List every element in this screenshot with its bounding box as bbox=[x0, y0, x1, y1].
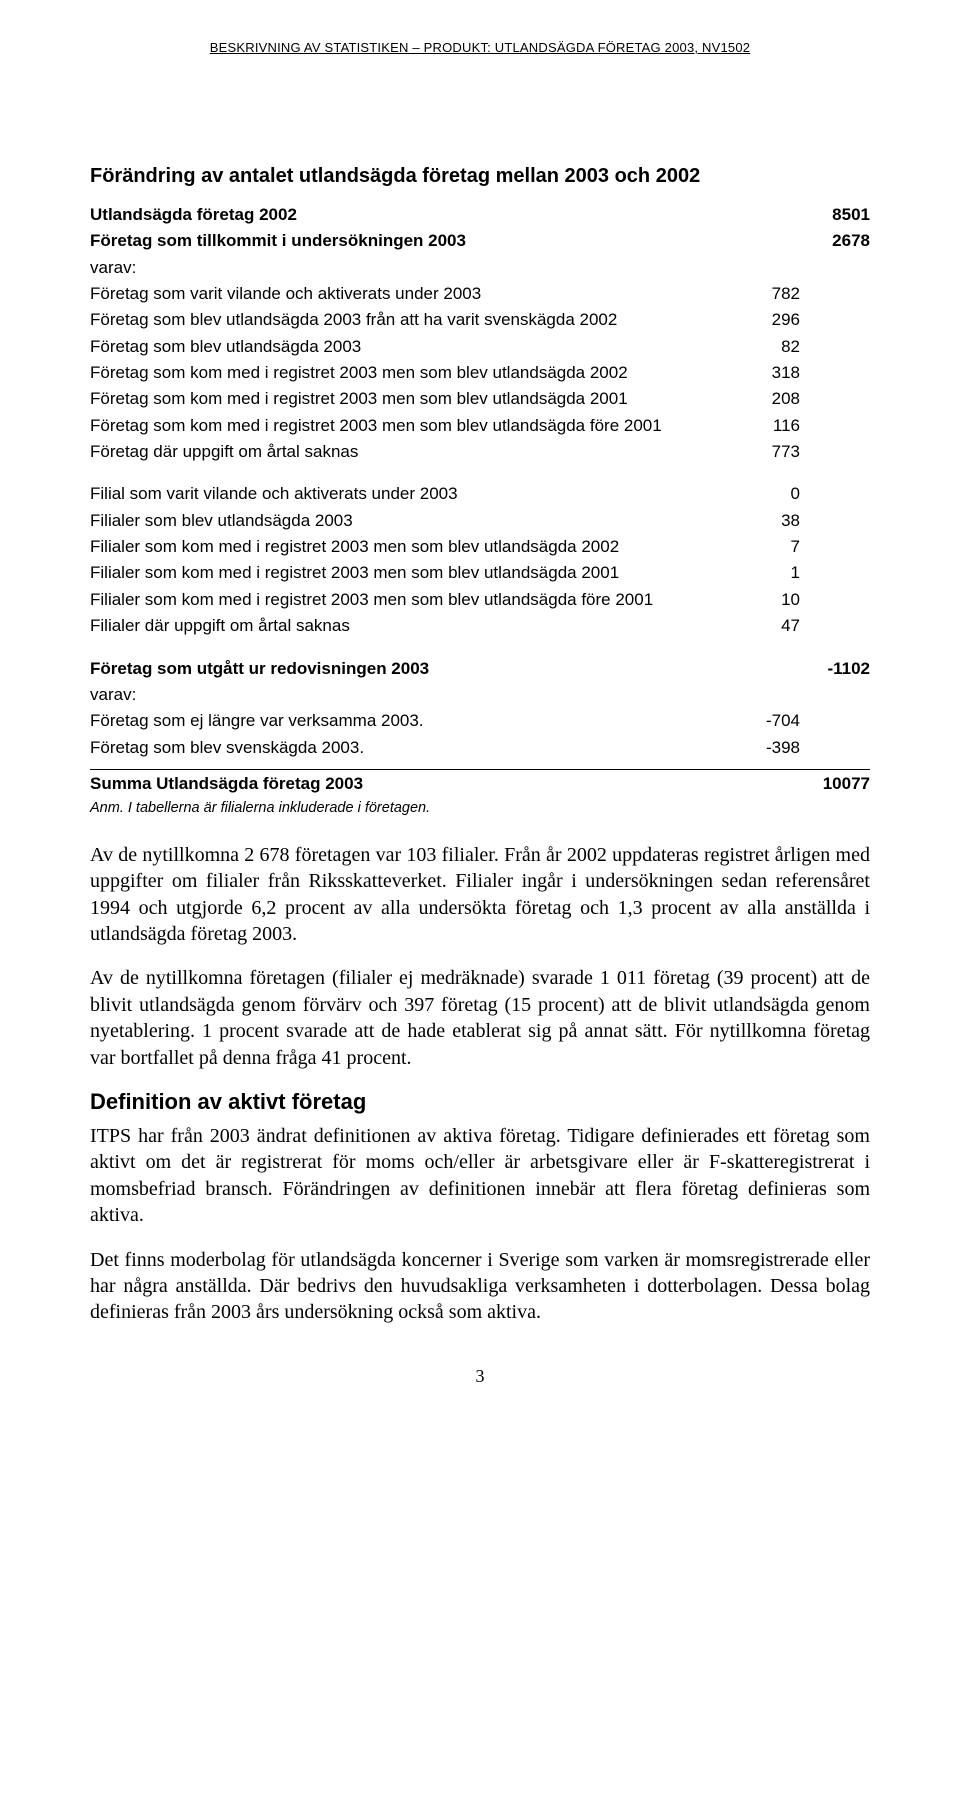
table-row: Filialer som kom med i registret 2003 me… bbox=[90, 534, 870, 560]
row-value-1: 296 bbox=[730, 307, 800, 333]
row-label: Företag som kom med i registret 2003 men… bbox=[90, 386, 730, 412]
table-row: Företag som blev utlandsägda 2003 från a… bbox=[90, 307, 870, 333]
row-value-2: 8501 bbox=[800, 202, 870, 228]
paragraph-4: Det finns moderbolag för utlandsägda kon… bbox=[90, 1247, 870, 1326]
table-section-filial: Filial som varit vilande och aktiverats … bbox=[90, 481, 870, 639]
row-value-1: -704 bbox=[730, 708, 800, 734]
table-section-utgatt: Företag som utgått ur redovisningen 2003… bbox=[90, 656, 870, 761]
row-value-2: 2678 bbox=[800, 228, 870, 254]
row-value-1: -398 bbox=[730, 735, 800, 761]
definition-heading: Definition av aktivt företag bbox=[90, 1089, 870, 1115]
row-label: Filial som varit vilande och aktiverats … bbox=[90, 481, 730, 507]
page-number: 3 bbox=[90, 1366, 870, 1387]
summa-row: Summa Utlandsägda företag 2003 10077 bbox=[90, 774, 870, 794]
table-row: Företag där uppgift om årtal saknas773 bbox=[90, 439, 870, 465]
paragraph-1: Av de nytillkomna 2 678 företagen var 10… bbox=[90, 842, 870, 948]
row-value-1: 116 bbox=[730, 413, 800, 439]
row-label: Företag som varit vilande och aktiverats… bbox=[90, 281, 730, 307]
row-label: Företag som blev utlandsägda 2003 från a… bbox=[90, 307, 730, 333]
table-row: varav: bbox=[90, 255, 870, 281]
paragraph-2: Av de nytillkomna företagen (filialer ej… bbox=[90, 965, 870, 1071]
row-value-1: 318 bbox=[730, 360, 800, 386]
row-value-1: 10 bbox=[730, 587, 800, 613]
table-row: Företag som ej längre var verksamma 2003… bbox=[90, 708, 870, 734]
table-title: Förändring av antalet utlandsägda företa… bbox=[90, 165, 870, 188]
row-label: Företag som ej längre var verksamma 2003… bbox=[90, 708, 730, 734]
table-row: Företag som utgått ur redovisningen 2003… bbox=[90, 656, 870, 682]
row-label: Företag som kom med i registret 2003 men… bbox=[90, 360, 730, 386]
table-section-top: Utlandsägda företag 2002 8501 Företag som … bbox=[90, 202, 870, 465]
row-value-1: 0 bbox=[730, 481, 800, 507]
row-label: Filialer som kom med i registret 2003 me… bbox=[90, 534, 730, 560]
table-row: Företag som varit vilande och aktiverats… bbox=[90, 281, 870, 307]
table-row: Filialer där uppgift om årtal saknas47 bbox=[90, 613, 870, 639]
row-label: Företag som kom med i registret 2003 men… bbox=[90, 413, 730, 439]
row-label: Filialer som kom med i registret 2003 me… bbox=[90, 587, 730, 613]
row-value-1: 773 bbox=[730, 439, 800, 465]
row-value-1: 1 bbox=[730, 560, 800, 586]
table-row: Filialer som blev utlandsägda 200338 bbox=[90, 508, 870, 534]
row-label: Företag som blev svenskägda 2003. bbox=[90, 735, 730, 761]
summa-label: Summa Utlandsägda företag 2003 bbox=[90, 774, 363, 794]
table-row: Företag som kom med i registret 2003 men… bbox=[90, 360, 870, 386]
table-row: Filial som varit vilande och aktiverats … bbox=[90, 481, 870, 507]
row-label: Utlandsägda företag 2002 bbox=[90, 202, 730, 228]
row-value-1: 782 bbox=[730, 281, 800, 307]
table-row: Företag som kom med i registret 2003 men… bbox=[90, 386, 870, 412]
divider bbox=[90, 769, 870, 770]
table-row: Filialer som kom med i registret 2003 me… bbox=[90, 560, 870, 586]
table-row: varav: bbox=[90, 682, 870, 708]
summa-value: 10077 bbox=[823, 774, 870, 794]
table-row: Företag som tillkommit i undersökningen … bbox=[90, 228, 870, 254]
row-label: Företag där uppgift om årtal saknas bbox=[90, 439, 730, 465]
row-label: Företag som tillkommit i undersökningen … bbox=[90, 228, 730, 254]
table-row: Företag som kom med i registret 2003 men… bbox=[90, 413, 870, 439]
document-header: BESKRIVNING AV STATISTIKEN – PRODUKT: UT… bbox=[90, 40, 870, 55]
row-label: Filialer som kom med i registret 2003 me… bbox=[90, 560, 730, 586]
row-label: varav: bbox=[90, 682, 730, 708]
row-value-1: 82 bbox=[730, 334, 800, 360]
table-row: Filialer som kom med i registret 2003 me… bbox=[90, 587, 870, 613]
paragraph-3: ITPS har från 2003 ändrat definitionen a… bbox=[90, 1123, 870, 1229]
row-label: Företag som blev utlandsägda 2003 bbox=[90, 334, 730, 360]
row-label: Företag som utgått ur redovisningen 2003 bbox=[90, 656, 730, 682]
row-value-1: 7 bbox=[730, 534, 800, 560]
table-row: Företag som blev utlandsägda 200382 bbox=[90, 334, 870, 360]
document-page: BESKRIVNING AV STATISTIKEN – PRODUKT: UT… bbox=[0, 0, 960, 1427]
row-value-1: 38 bbox=[730, 508, 800, 534]
table-row: Utlandsägda företag 2002 8501 bbox=[90, 202, 870, 228]
row-value-1: 47 bbox=[730, 613, 800, 639]
table-footnote: Anm. I tabellerna är filialerna inkluder… bbox=[90, 800, 870, 816]
table-row: Företag som blev svenskägda 2003.-398 bbox=[90, 735, 870, 761]
row-label: Filialer som blev utlandsägda 2003 bbox=[90, 508, 730, 534]
row-label: Filialer där uppgift om årtal saknas bbox=[90, 613, 730, 639]
row-label: varav: bbox=[90, 255, 730, 281]
row-value-1: 208 bbox=[730, 386, 800, 412]
row-value-2: -1102 bbox=[800, 656, 870, 682]
